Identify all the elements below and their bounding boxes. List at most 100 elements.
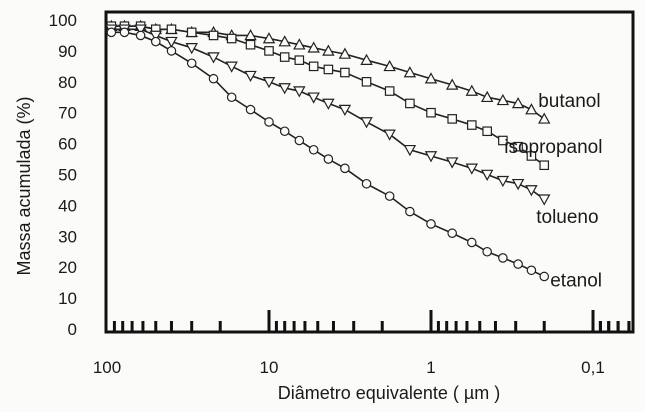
data-point-triangle-up bbox=[445, 78, 459, 90]
series-label-tolueno: tolueno bbox=[536, 207, 598, 228]
data-point-circle bbox=[526, 265, 537, 276]
series-label-isopropanol: isopropanol bbox=[504, 137, 602, 158]
data-point-circle bbox=[135, 30, 146, 41]
data-point-triangle-down bbox=[445, 157, 459, 169]
data-point-square bbox=[208, 30, 219, 41]
data-point-triangle-down bbox=[262, 76, 276, 89]
data-point-square bbox=[264, 46, 274, 56]
data-point-triangle-down bbox=[225, 61, 238, 73]
data-point-triangle-down bbox=[207, 52, 220, 64]
data-point-triangle-down bbox=[538, 194, 551, 206]
data-point-square bbox=[447, 114, 457, 124]
data-point-circle bbox=[361, 178, 372, 189]
data-point-triangle-down bbox=[185, 43, 198, 55]
data-point-triangle-down bbox=[403, 144, 417, 157]
data-point-triangle-down bbox=[496, 175, 510, 188]
plot-area-border bbox=[104, 10, 635, 334]
data-point-circle bbox=[166, 46, 177, 56]
y-tick-label: 80 bbox=[58, 73, 77, 92]
data-point-triangle-up bbox=[424, 72, 438, 84]
plot-frame bbox=[104, 10, 635, 334]
data-point-circle bbox=[208, 73, 219, 84]
data-point-triangle-down bbox=[293, 86, 306, 98]
y-tick-label: 40 bbox=[58, 196, 77, 215]
data-point-triangle-up bbox=[465, 84, 479, 96]
data-point-square bbox=[405, 98, 415, 109]
data-point-square bbox=[539, 160, 550, 171]
data-point-triangle-down bbox=[360, 117, 373, 129]
data-point-circle bbox=[384, 191, 395, 201]
data-point-square bbox=[384, 86, 395, 96]
data-point-triangle-up bbox=[496, 93, 510, 106]
data-point-circle bbox=[482, 246, 492, 257]
y-tick-label: 20 bbox=[58, 258, 77, 277]
data-point-triangle-down bbox=[149, 30, 162, 42]
data-point-circle bbox=[106, 27, 117, 38]
data-point-circle bbox=[539, 271, 550, 282]
data-point-square bbox=[361, 76, 372, 87]
data-point-circle bbox=[447, 228, 457, 239]
data-point-circle bbox=[513, 259, 523, 269]
data-point-square bbox=[226, 33, 237, 44]
series-label-etanol: etanol bbox=[550, 270, 602, 291]
data-point-circle bbox=[186, 58, 197, 69]
data-point-square bbox=[482, 126, 492, 137]
series-isopropanol bbox=[106, 21, 550, 171]
data-point-triangle-up bbox=[403, 66, 417, 78]
series-label-butanol: butanol bbox=[538, 91, 600, 112]
data-point-square bbox=[245, 39, 256, 50]
y-tick-label: 100 bbox=[49, 11, 77, 30]
x-tick-label: 0,1 bbox=[581, 358, 605, 377]
data-point-square bbox=[466, 120, 477, 130]
data-point-triangle-down bbox=[465, 163, 479, 175]
data-point-circle bbox=[340, 163, 350, 174]
data-point-square bbox=[308, 61, 319, 72]
data-point-circle bbox=[498, 253, 508, 263]
x-tick-label: 1 bbox=[426, 358, 435, 377]
data-point-circle bbox=[405, 206, 415, 217]
data-point-circle bbox=[279, 126, 290, 137]
data-point-triangle-up bbox=[293, 38, 306, 50]
series-tolueno bbox=[105, 24, 551, 206]
data-point-triangle-up bbox=[538, 112, 551, 124]
y-axis-tick-labels: 0 10 20 30 40 50 60 70 80 90 100 bbox=[49, 11, 77, 339]
y-tick-label: 10 bbox=[58, 289, 77, 308]
data-point-circle bbox=[264, 117, 274, 127]
data-point-square bbox=[526, 151, 537, 161]
data-point-triangle-up bbox=[383, 59, 396, 72]
x-tick-label: 100 bbox=[93, 358, 121, 377]
data-point-circle bbox=[466, 237, 477, 248]
series-etanol bbox=[106, 27, 550, 282]
data-point-square bbox=[294, 55, 305, 65]
data-point-circle bbox=[150, 36, 161, 47]
data-point-triangle-up bbox=[278, 35, 291, 47]
data-point-triangle-down bbox=[134, 24, 147, 36]
data-point-triangle-down bbox=[383, 129, 396, 141]
data-point-circle bbox=[245, 104, 256, 115]
data-point-circle bbox=[294, 135, 305, 146]
y-tick-label: 0 bbox=[68, 320, 77, 339]
x-tick-label: 10 bbox=[260, 358, 279, 377]
data-point-square bbox=[498, 135, 508, 146]
data-point-circle bbox=[426, 219, 436, 229]
data-point-triangle-down bbox=[424, 151, 438, 163]
data-point-triangle-down bbox=[480, 169, 494, 181]
data-point-triangle-up bbox=[322, 44, 335, 56]
series-labels: butanol isopropanol tolueno etanol bbox=[504, 91, 602, 292]
y-axis-title: Massa acumulada (%) bbox=[14, 96, 34, 275]
data-point-triangle-down bbox=[165, 36, 178, 49]
data-point-triangle-up bbox=[262, 32, 276, 44]
data-point-triangle-up bbox=[525, 103, 538, 115]
data-point-triangle-down bbox=[307, 92, 320, 104]
data-series bbox=[105, 19, 551, 282]
data-point-triangle-up bbox=[338, 47, 352, 59]
x-axis-title: Diâmetro equivalente ( µm ) bbox=[278, 383, 500, 403]
data-point-square bbox=[279, 52, 290, 62]
y-tick-label: 60 bbox=[58, 135, 77, 154]
data-point-triangle-up bbox=[244, 29, 257, 41]
data-point-square bbox=[186, 27, 197, 38]
axis-ticks bbox=[112, 310, 631, 331]
x-axis-tick-labels: 100 10 1 0,1 bbox=[93, 358, 605, 377]
data-point-circle bbox=[226, 92, 237, 103]
